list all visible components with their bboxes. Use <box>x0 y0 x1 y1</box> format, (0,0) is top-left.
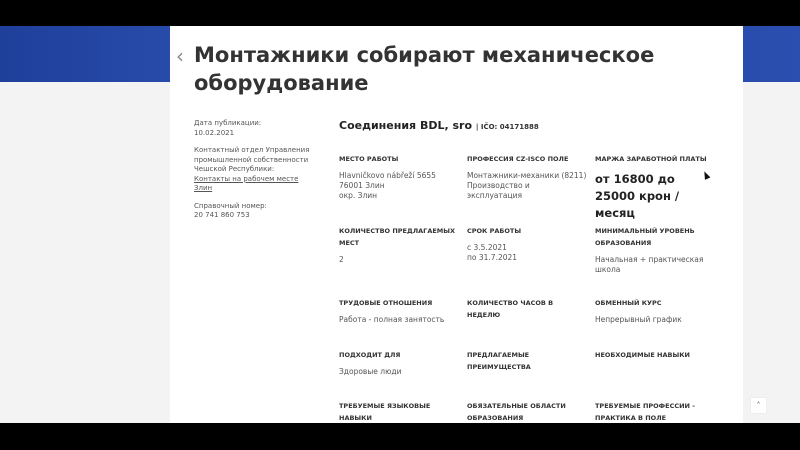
field-label: Обязательные области образования <box>467 402 566 422</box>
field-label: Предлагаемые преимущества <box>467 351 531 371</box>
field-value: Непрерывный график <box>595 315 682 324</box>
field-label: Профессия CZ-ISCO поле <box>467 155 569 163</box>
field-label: Место работы <box>339 155 399 163</box>
field-12: Требуемые языковые навыки <box>339 400 459 423</box>
field-3: Количество предлагаемых мест 2 <box>339 225 459 265</box>
field-value: с 3.5.2021 по 31.7.2021 <box>467 243 518 262</box>
phone-value: 20 741 860 753 <box>194 211 250 219</box>
field-1: Профессия CZ-ISCO поле Монтажники-механик… <box>467 153 587 201</box>
field-label: Требуемые профессии - практика в поле <box>595 402 695 422</box>
field-13: Обязательные области образования <box>467 400 587 423</box>
field-5: Минимальный уровень образования Начальная… <box>595 225 715 275</box>
date-label: Дата публикации: <box>194 119 262 127</box>
field-value: от 16800 до 25000 крон / месяц <box>595 172 680 220</box>
field-value: Hlavničkovo nábřeží 5655 76001 Злин окр.… <box>339 171 436 200</box>
company-name: Соединения BDL, sro <box>339 119 473 132</box>
field-label: Минимальный уровень образования <box>595 227 695 247</box>
field-7: Количество часов в неделю <box>467 297 587 327</box>
chevron-up-icon[interactable]: ˄ <box>750 397 767 414</box>
field-10: Предлагаемые преимущества <box>467 349 587 379</box>
date-value: 10.02.2021 <box>194 128 235 137</box>
chevron-left-icon[interactable]: ‹ <box>176 44 184 68</box>
field-value: Начальная + практическая школа <box>595 255 704 274</box>
field-label: Количество часов в неделю <box>467 299 554 319</box>
page-title: Монтажники собирают механическое оборудо… <box>194 43 655 95</box>
field-label: Необходимые навыки <box>595 351 690 359</box>
company-heading: Соединения BDL, sro | IČO: 04171888 <box>339 119 539 132</box>
phone-label: Справочный номер: <box>194 201 267 210</box>
field-9: Подходит для Здоровые люди <box>339 349 459 377</box>
field-14: Требуемые профессии - практика в поле <box>595 400 715 423</box>
field-label: Обменный курс <box>595 299 662 307</box>
field-label: Маржа заработной платы <box>595 155 707 163</box>
field-value: Здоровые люди <box>339 367 402 376</box>
job-detail-card: ‹ Монтажники собирают механическое обору… <box>170 26 743 423</box>
field-label: Трудовые отношения <box>339 299 433 307</box>
field-8: Обменный курс Непрерывный график <box>595 297 715 325</box>
field-value: Работа - полная занятость <box>339 315 445 324</box>
field-value: 2 <box>339 255 344 264</box>
field-11: Необходимые навыки <box>595 349 715 367</box>
field-2: Маржа заработной платы от 16800 до 25000 … <box>595 153 715 222</box>
field-label: Требуемые языковые навыки <box>339 402 431 422</box>
field-label: Срок работы <box>467 227 522 235</box>
sidebar-info: Дата публикации: 10.02.2021 Контактный от… <box>194 119 314 229</box>
field-4: Срок работы с 3.5.2021 по 31.7.2021 <box>467 225 587 263</box>
field-value: Монтажники-механики (8211) Производство … <box>467 171 587 200</box>
contact-text: Контактный отдел Управления промышленной… <box>194 146 310 173</box>
company-ico: | IČO: 04171888 <box>475 123 539 131</box>
field-label: Подходит для <box>339 351 401 359</box>
field-0: Место работы Hlavničkovo nábřeží 5655 760… <box>339 153 459 201</box>
field-label: Количество предлагаемых мест <box>339 227 456 247</box>
contact-link[interactable]: Контакты на рабочем месте Злин <box>194 174 299 193</box>
page: ‹ Монтажники собирают механическое обору… <box>0 26 800 423</box>
field-6: Трудовые отношения Работа - полная занято… <box>339 297 459 325</box>
